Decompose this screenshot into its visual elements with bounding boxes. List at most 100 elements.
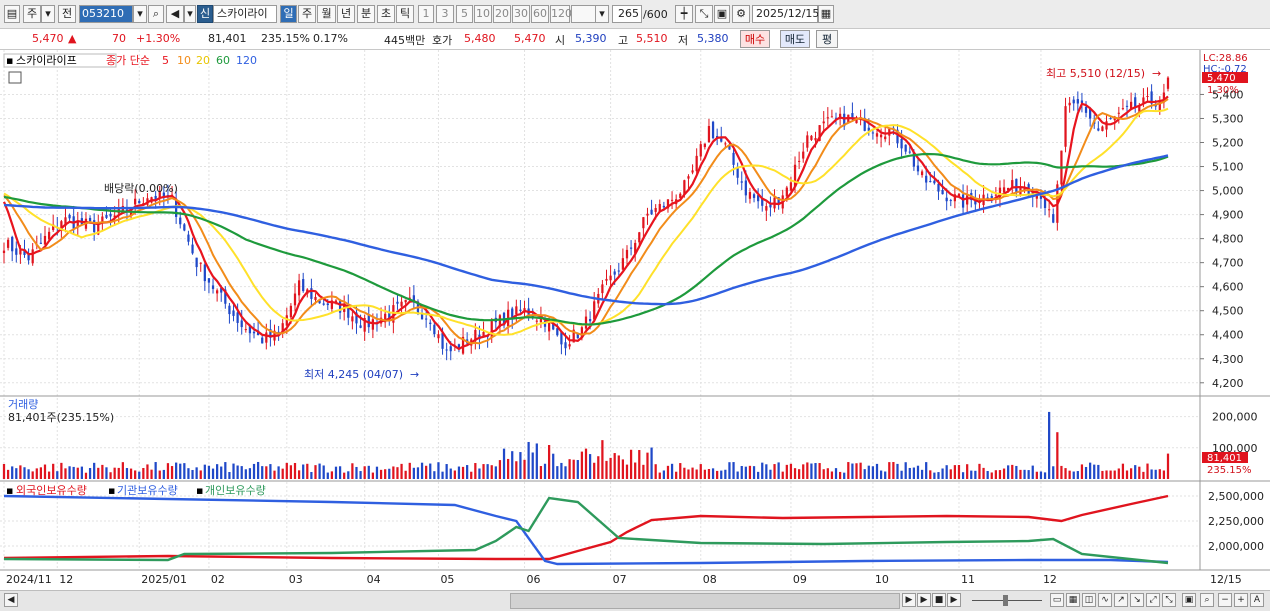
period-day[interactable]: 일 <box>280 5 297 23</box>
volume-bar <box>802 464 805 479</box>
sound-dropdown-icon[interactable]: ▾ <box>184 5 196 23</box>
candle-body <box>490 321 493 338</box>
price-tick-label: 5,000 <box>1212 185 1244 198</box>
period-second[interactable]: 초 <box>377 5 395 23</box>
stock-code-input[interactable]: 053210 <box>79 5 133 23</box>
candle-body <box>429 322 432 325</box>
period-year[interactable]: 년 <box>337 5 355 23</box>
grid-icon[interactable]: ▦ <box>1066 593 1080 607</box>
save-icon[interactable]: ▣ <box>714 5 730 23</box>
draw-tool-icon[interactable]: ⤡ <box>695 5 713 23</box>
volume-bar <box>277 466 280 479</box>
volume-bar <box>388 468 391 479</box>
prev-button[interactable]: 전 <box>58 5 76 23</box>
table-toggle-icon[interactable] <box>8 71 22 84</box>
period-month[interactable]: 월 <box>317 5 336 23</box>
volume-bar <box>720 470 723 479</box>
chart-type-icon[interactable]: ┿ <box>675 5 693 23</box>
stop-icon[interactable]: ■ <box>932 593 946 607</box>
chart-area[interactable]: 4,200 4,300 4,400 4,500 4,600 4,700 4,800 4,900… <box>0 50 1270 590</box>
stock-chart-svg[interactable]: 4,200 4,300 4,400 4,500 4,600 4,700 4,800 4,900… <box>0 50 1270 590</box>
period-week[interactable]: 주 <box>298 5 316 23</box>
interval-60[interactable]: 60 <box>531 5 549 23</box>
market-dropdown-icon[interactable]: ▾ <box>41 5 55 23</box>
volume-bar <box>777 462 780 479</box>
candle-body <box>1064 106 1067 147</box>
fast-forward-icon[interactable]: ▶ <box>947 593 961 607</box>
count-input[interactable]: 265 <box>612 5 642 23</box>
period-minute[interactable]: 분 <box>357 5 375 23</box>
chart-menu-icon[interactable]: ▤ <box>4 5 20 23</box>
volume-bar <box>658 472 661 479</box>
gear-icon[interactable]: ⚙ <box>732 5 750 23</box>
volume-bar <box>449 468 452 479</box>
date-input[interactable]: 2025/12/15 <box>752 5 819 23</box>
volume-bar <box>629 449 633 479</box>
candle-body <box>412 295 415 303</box>
volume-bar <box>769 469 772 479</box>
interval-120[interactable]: 120 <box>550 5 572 23</box>
volume-bar <box>1035 471 1038 479</box>
trend-2-icon[interactable]: ↘ <box>1130 593 1144 607</box>
volume-bar <box>650 447 653 479</box>
candle-body <box>322 303 325 305</box>
stock-name-field[interactable]: 스카이라이 <box>213 5 277 23</box>
volume-bar <box>195 467 198 479</box>
play-back-icon[interactable]: ▶ <box>902 593 916 607</box>
period-tick[interactable]: 틱 <box>396 5 414 23</box>
scroll-thumb[interactable] <box>510 593 900 609</box>
calendar-icon[interactable]: ▦ <box>818 5 834 23</box>
candle-body <box>498 315 502 327</box>
trend-4-icon[interactable]: ⤡ <box>1162 593 1176 607</box>
sell-button[interactable]: 매도 <box>780 30 810 48</box>
zoom-out-icon[interactable]: − <box>1218 593 1232 607</box>
font-size-icon[interactable]: A <box>1250 593 1264 607</box>
volume-pct-tag: 235.15% <box>1207 465 1252 476</box>
volume-bar <box>412 467 415 479</box>
zoom-in-icon[interactable]: + <box>1234 593 1248 607</box>
interval-dropdown-icon[interactable]: ▾ <box>595 5 609 23</box>
volume-bar <box>597 456 600 479</box>
candle-body <box>789 182 793 191</box>
trend-3-icon[interactable]: ⤢ <box>1146 593 1160 607</box>
trend-icon[interactable]: ↗ <box>1114 593 1128 607</box>
buy-button[interactable]: 매수 <box>740 30 770 48</box>
volume-bar <box>613 453 616 479</box>
volume-bar <box>6 469 10 479</box>
volume-bar <box>1113 470 1116 479</box>
avg-button[interactable]: 평 <box>816 30 838 48</box>
volume-bar <box>244 469 247 479</box>
volume-bar <box>543 463 547 479</box>
volume-bar <box>675 471 678 479</box>
volume-title: 거래량 <box>8 398 38 411</box>
layout-icon[interactable]: ▭ <box>1050 593 1064 607</box>
volume-bar <box>97 467 100 479</box>
time-tick-label: 09 <box>793 573 807 586</box>
sound-icon[interactable]: ◀ <box>166 5 184 23</box>
volume-bar <box>736 471 739 479</box>
interval-1[interactable]: 1 <box>418 5 434 23</box>
volume-bar <box>974 470 977 479</box>
search-icon[interactable]: ⌕ <box>148 5 164 23</box>
capture-icon[interactable]: ▣ <box>1182 593 1196 607</box>
interval-3[interactable]: 3 <box>436 5 454 23</box>
volume-bar <box>60 462 63 479</box>
chart-line-icon[interactable]: ∿ <box>1098 593 1112 607</box>
interval-10[interactable]: 10 <box>474 5 492 23</box>
interval-30[interactable]: 30 <box>512 5 530 23</box>
zoom-search-icon[interactable]: ⌕ <box>1200 593 1214 607</box>
market-select[interactable]: 주 <box>23 5 41 23</box>
volume-bar <box>699 464 702 479</box>
volume-bar <box>810 463 813 479</box>
compare-icon[interactable]: ◫ <box>1082 593 1096 607</box>
candle-body <box>224 289 227 304</box>
zoom-slider-handle[interactable] <box>1003 595 1008 606</box>
interval-20[interactable]: 20 <box>493 5 511 23</box>
bottom-scrollbar[interactable]: ◀ ▶ ▶ ■ ▶ ▭ ▦ ◫ ∿ ↗ ↘ ⤢ ⤡ ▣ ⌕ − + A <box>0 590 1270 611</box>
candle-body <box>433 324 436 335</box>
interval-5[interactable]: 5 <box>456 5 473 23</box>
scroll-left-icon[interactable]: ◀ <box>4 593 18 607</box>
play-icon[interactable]: ▶ <box>917 593 931 607</box>
code-dropdown-icon[interactable]: ▾ <box>133 5 147 23</box>
candle-body <box>1002 187 1006 193</box>
